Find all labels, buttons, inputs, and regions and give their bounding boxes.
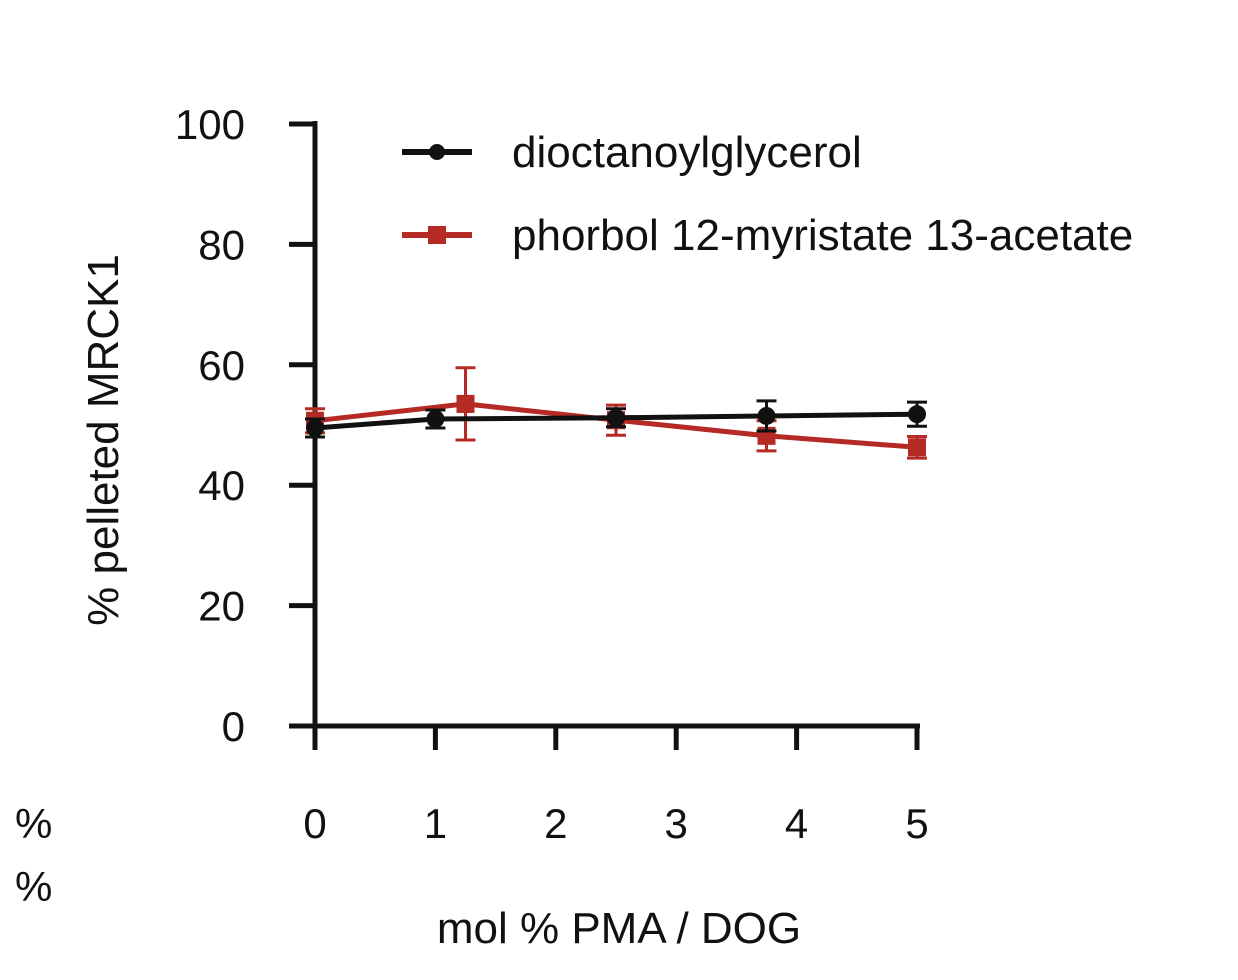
y-tick-label: 0: [222, 703, 245, 750]
legend: dioctanoylglycerol phorbol 12-myristate …: [402, 128, 1133, 260]
series-dioctanoylglycerol: [305, 399, 927, 439]
y-tick-label: 40: [198, 462, 245, 509]
stray-percent-label: %: [15, 800, 52, 847]
stray-percent-label: %: [15, 863, 52, 910]
legend-label-pma: phorbol 12-myristate 13-acetate: [512, 211, 1133, 260]
series-layer: [305, 366, 927, 460]
data-point-dioctanoylglycerol: [908, 405, 926, 424]
x-tick-label: 2: [544, 800, 567, 847]
data-point-pma: [456, 394, 475, 413]
axes: 0 20 40 60 80 100 0 1 2 3 4 5: [175, 101, 929, 847]
y-tick-label: 80: [198, 221, 245, 268]
x-tick-label: 0: [303, 800, 326, 847]
data-point-dioctanoylglycerol: [757, 406, 776, 425]
legend-marker-square: [428, 226, 446, 244]
y-axis-title: % pelleted MRCK1: [79, 254, 128, 626]
x-tick-label: 4: [785, 800, 808, 847]
y-tick-label: 60: [198, 342, 245, 389]
data-point-dioctanoylglycerol: [306, 419, 324, 438]
data-point-pma: [908, 438, 926, 457]
x-tick-label: 1: [424, 800, 447, 847]
x-tick-label: 3: [665, 800, 688, 847]
x-tick-label: 5: [905, 800, 928, 847]
x-axis-title: mol % PMA / DOG: [437, 904, 801, 953]
data-point-dioctanoylglycerol: [426, 409, 445, 428]
y-tick-label: 100: [175, 101, 245, 148]
legend-label-dioctanoylglycerol: dioctanoylglycerol: [512, 128, 862, 177]
y-tick-label: 20: [198, 583, 245, 630]
data-point-dioctanoylglycerol: [607, 408, 625, 427]
legend-marker-circle: [429, 144, 445, 160]
